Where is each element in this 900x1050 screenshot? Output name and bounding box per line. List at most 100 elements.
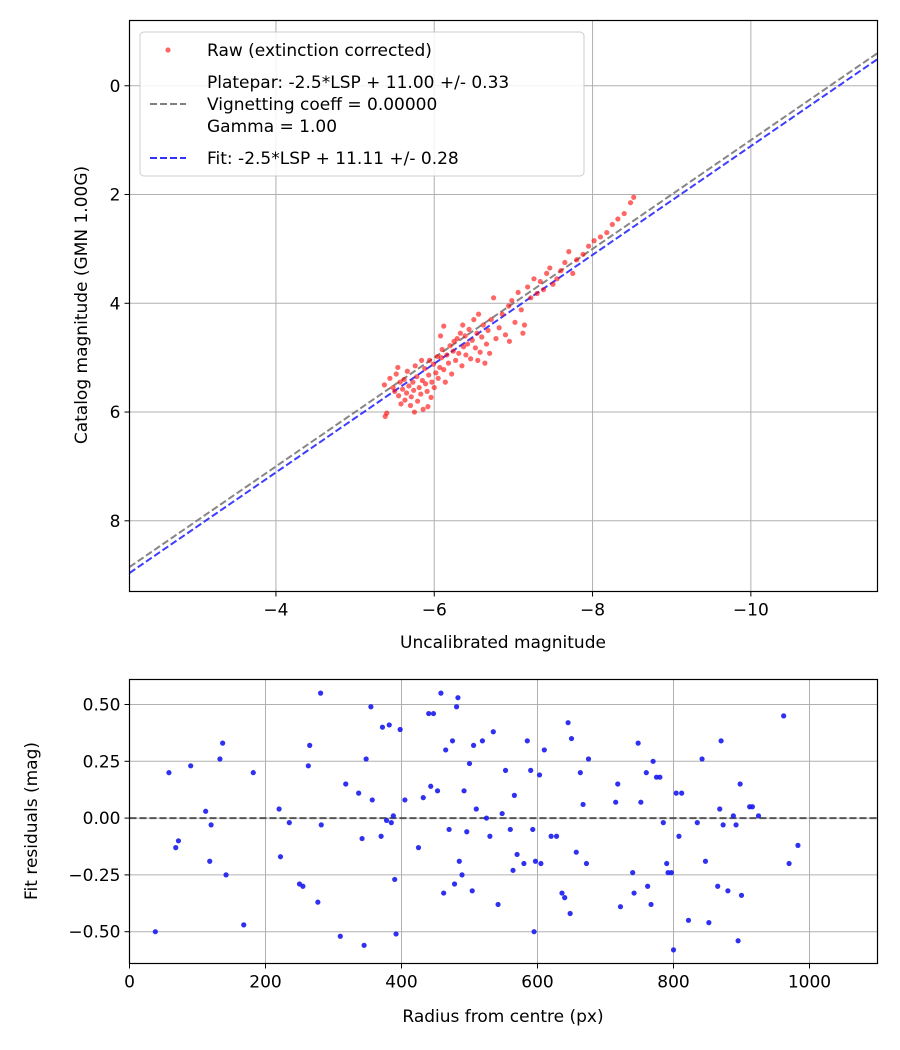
- residual-point: [583, 860, 590, 867]
- raw-point: [444, 352, 450, 358]
- residual-point: [456, 858, 462, 864]
- raw-point: [525, 284, 531, 290]
- y-tick-label: −0.25: [68, 866, 120, 886]
- residual-point: [470, 742, 477, 748]
- raw-point: [439, 346, 445, 353]
- x-tick-label: 800: [657, 973, 689, 993]
- residual-point: [451, 881, 458, 887]
- raw-point: [416, 384, 422, 391]
- residual-point: [630, 870, 636, 876]
- raw-point: [393, 371, 399, 377]
- raw-point: [418, 357, 425, 363]
- raw-point: [397, 379, 403, 385]
- residual-point: [441, 890, 447, 896]
- raw-point: [469, 337, 475, 343]
- residual-point: [521, 860, 527, 867]
- residual-point: [300, 883, 306, 889]
- bottom-axes-frame: [128, 678, 879, 965]
- raw-point: [591, 238, 597, 244]
- residual-point: [541, 747, 547, 753]
- x-tick-label: −6: [422, 601, 447, 621]
- residual-point: [573, 849, 579, 855]
- residual-point: [786, 860, 792, 867]
- raw-point: [558, 268, 564, 274]
- residual-point: [530, 826, 536, 833]
- residual-point: [645, 883, 651, 889]
- residual-point: [495, 901, 501, 908]
- legend-vignetting-label: Vignetting coeff = 0.00000: [207, 95, 437, 115]
- raw-point: [566, 249, 572, 255]
- residual-point: [315, 899, 321, 905]
- residual-point: [207, 858, 213, 864]
- residual-point: [317, 690, 324, 696]
- raw-point: [547, 265, 553, 271]
- raw-point: [425, 404, 431, 410]
- legend-platepar-label: Platepar: -2.5*LSP + 11.00 +/- 0.33: [207, 73, 509, 93]
- top-axes-frame: [128, 19, 879, 593]
- raw-point: [531, 276, 537, 282]
- residual-point: [426, 710, 432, 717]
- raw-point: [408, 394, 414, 400]
- raw-point: [447, 343, 453, 349]
- raw-point: [477, 349, 483, 355]
- residual-point: [483, 815, 490, 821]
- raw-point: [457, 330, 463, 336]
- raw-point: [615, 216, 621, 222]
- bottom-x-ticks: 0 200 400 600 800 1000: [124, 963, 831, 993]
- residual-point: [455, 695, 461, 701]
- residual-point: [388, 820, 394, 826]
- residual-point: [548, 833, 554, 839]
- residual-point: [615, 781, 621, 787]
- top-grid: [129, 20, 878, 592]
- raw-point: [604, 229, 610, 236]
- residual-point: [635, 740, 641, 746]
- residual-point: [699, 756, 705, 762]
- raw-point: [580, 251, 586, 257]
- residual-point: [464, 829, 470, 835]
- raw-point: [499, 311, 505, 317]
- residual-point: [397, 726, 403, 733]
- raw-point: [480, 322, 486, 328]
- raw-point: [434, 353, 441, 360]
- residual-point: [453, 704, 460, 710]
- residual-point: [720, 822, 726, 828]
- raw-point: [450, 348, 456, 354]
- raw-point: [479, 334, 485, 340]
- raw-point: [435, 375, 441, 381]
- raw-point: [460, 344, 467, 350]
- residual-point: [664, 860, 670, 867]
- raw-point: [414, 374, 420, 380]
- raw-point: [402, 397, 408, 403]
- residual-point: [241, 922, 247, 928]
- raw-point: [418, 391, 424, 397]
- residual-point: [694, 820, 700, 826]
- residual-point: [650, 758, 656, 764]
- residual-point: [305, 763, 311, 769]
- y-tick-label: 0.25: [83, 752, 121, 772]
- residual-point: [617, 904, 624, 910]
- residual-point: [203, 808, 209, 814]
- raw-point: [428, 394, 434, 400]
- raw-point: [412, 363, 418, 369]
- bottom-y-axis-label: Fit residuals (mag): [22, 742, 42, 900]
- residual-point: [461, 788, 467, 794]
- residual-point: [466, 760, 473, 767]
- residual-point: [473, 806, 479, 812]
- residual-point: [643, 770, 649, 776]
- residual-point: [514, 851, 520, 858]
- platepar-line: [129, 52, 878, 568]
- raw-point: [411, 387, 417, 393]
- raw-point: [475, 357, 481, 363]
- raw-point: [422, 365, 428, 372]
- raw-point: [381, 382, 387, 388]
- residual-point: [220, 740, 226, 746]
- raw-point: [403, 390, 410, 396]
- bottom-chart: 0 200 400 600 800 1000 0.50 0.25 0.00 −0.25 −0.50…: [22, 678, 879, 1027]
- raw-point: [520, 330, 526, 336]
- residual-point: [613, 799, 619, 805]
- residual-point: [363, 756, 369, 762]
- residual-point: [415, 845, 422, 851]
- x-tick-label: 1000: [788, 973, 831, 993]
- residual-point: [559, 890, 565, 896]
- residual-point: [531, 929, 537, 935]
